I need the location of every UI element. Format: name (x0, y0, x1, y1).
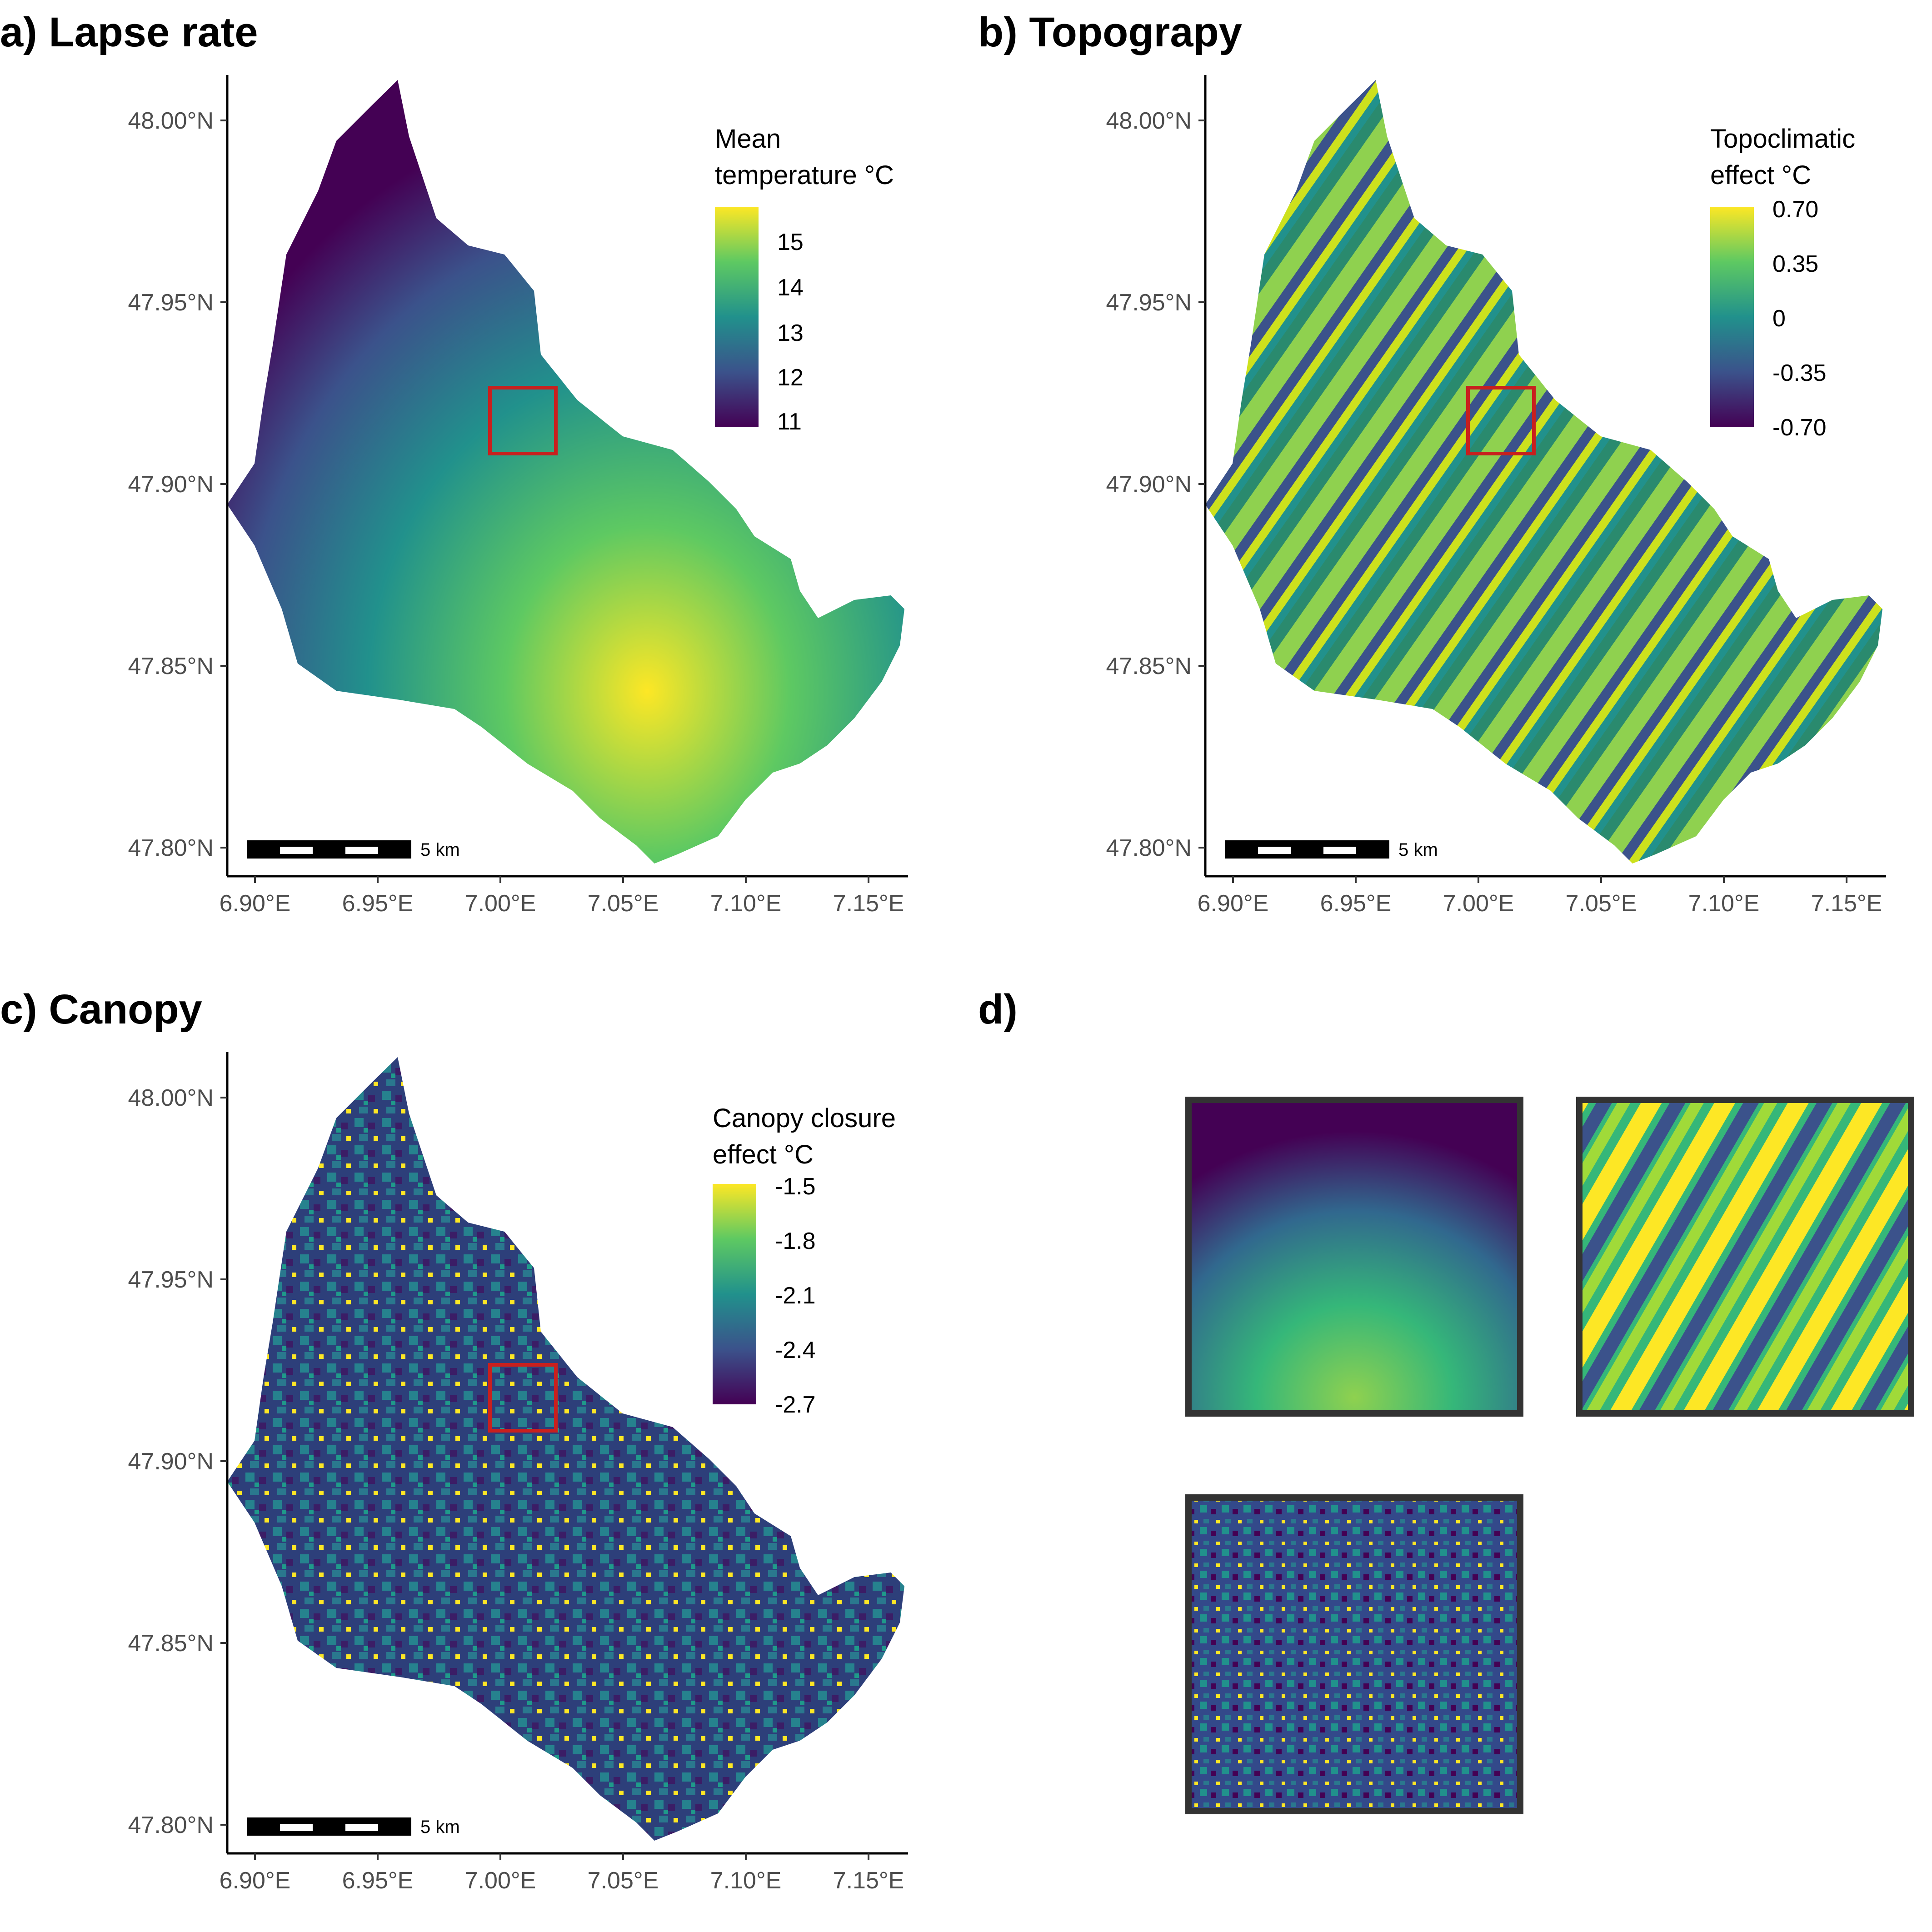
panel-b-title: b) Topograpy (978, 9, 1242, 55)
panel-a-colorbar (715, 207, 759, 427)
panel-c-lon-ticks: 6.90°E 6.95°E 7.00°E 7.05°E 7.10°E 7.15°… (220, 1853, 904, 1894)
panel-d-title: d) (978, 986, 1018, 1033)
inset-lapse-rate (1185, 1097, 1523, 1417)
panel-b-lon-label: 6.95°E (1320, 890, 1392, 917)
panel-a-legend-title-line1: Mean (715, 124, 781, 154)
panel-a-lon-label: 7.05°E (588, 890, 659, 917)
panel-a-map-region (227, 80, 904, 864)
panel-a-scale-label: 5 km (420, 840, 460, 860)
panel-c-lat-label: 48.00°N (128, 1085, 214, 1111)
panel-c-lon-label: 6.90°E (220, 1867, 291, 1894)
panel-b-lat-label: 47.95°N (1106, 290, 1192, 316)
panel-b-lon-label: 7.00°E (1443, 890, 1514, 917)
panel-b-lon-label: 7.15°E (1811, 890, 1882, 917)
panel-b-map-region (1205, 80, 1882, 864)
panel-a-legend-title-line2: temperature °C (715, 160, 894, 190)
panel-a-lon-label: 6.90°E (220, 890, 291, 917)
panel-b-legend-title-line2: effect °C (1710, 160, 1811, 190)
panel-c-scale-bar: 5 km (247, 1817, 460, 1837)
panel-c-legend-label: -1.5 (775, 1173, 816, 1200)
panel-b-lon-label: 6.90°E (1198, 890, 1269, 917)
panel-a-lon-label: 7.15°E (833, 890, 904, 917)
panel-a-title: a) Lapse rate (0, 9, 258, 55)
panel-a-legend-label: 14 (777, 275, 804, 301)
panel-c-lon-label: 7.05°E (588, 1867, 659, 1894)
panel-b-legend-label: 0.35 (1772, 251, 1818, 277)
panel-c-lon-label: 7.10°E (710, 1867, 782, 1894)
panel-c-lon-label: 7.00°E (465, 1867, 536, 1894)
panel-c-lat-label: 47.85°N (128, 1630, 214, 1657)
panel-a-legend-label: 11 (777, 409, 802, 435)
panel-c-map-region (227, 1057, 904, 1841)
panel-b-legend-title-line1: Topoclimatic (1710, 124, 1855, 154)
panel-c-legend-label: -2.4 (775, 1337, 816, 1363)
inset-topography (1576, 1097, 1914, 1417)
panel-c-legend: Canopy closure effect °C -1.5 -1.8 -2.1 … (713, 1103, 896, 1418)
panel-a-legend: Mean temperature °C 15 14 13 12 11 (715, 124, 894, 435)
panel-c-lat-label: 47.80°N (128, 1812, 214, 1838)
panel-c-lat-label: 47.90°N (128, 1448, 214, 1475)
inset-canopy (1185, 1494, 1523, 1814)
panel-c-lat-ticks: 48.00°N 47.95°N 47.90°N 47.85°N 47.80°N (128, 1085, 227, 1838)
panel-b-lat-label: 47.85°N (1106, 653, 1192, 679)
panel-a-lon-label: 7.10°E (710, 890, 782, 917)
panel-b-lon-label: 7.10°E (1688, 890, 1760, 917)
panel-a-lat-label: 47.90°N (128, 471, 214, 498)
panel-b-lat-label: 48.00°N (1106, 108, 1192, 134)
panel-a-legend-label: 15 (777, 229, 804, 255)
panel-c-scale-label: 5 km (420, 1817, 460, 1837)
panel-c-study-area-box (488, 1363, 558, 1433)
panel-a-lon-label: 6.95°E (342, 890, 414, 917)
panel-b-legend: Topoclimatic effect °C 0.70 0.35 0 -0.35… (1710, 124, 1855, 441)
panel-b-scale-label: 5 km (1398, 840, 1438, 860)
panel-c-lon-label: 6.95°E (342, 1867, 414, 1894)
panel-a-lat-label: 47.80°N (128, 835, 214, 861)
panel-c-legend-title-line1: Canopy closure (713, 1103, 896, 1133)
panel-a-legend-label: 13 (777, 320, 804, 346)
panel-b-lon-ticks: 6.90°E 6.95°E 7.00°E 7.05°E 7.10°E 7.15°… (1198, 876, 1882, 917)
panel-b-legend-label: -0.35 (1772, 360, 1827, 386)
panel-c-legend-label: -1.8 (775, 1228, 816, 1254)
panel-a-legend-label: 12 (777, 364, 804, 391)
panel-a-lat-label: 47.95°N (128, 290, 214, 316)
panel-b-scale-bar: 5 km (1225, 840, 1438, 860)
panel-d-zoom-insets: d) (978, 986, 1914, 1814)
panel-c-colorbar (713, 1184, 756, 1404)
panel-b-legend-label: -0.70 (1772, 414, 1827, 441)
panel-c-canopy: c) Canopy 48.00°N 47.95°N 47.90°N 47.85°… (0, 986, 908, 1894)
panel-b-legend-label: 0.70 (1772, 196, 1818, 223)
panel-b-lon-label: 7.05°E (1566, 890, 1637, 917)
panel-a-lat-ticks: 48.00°N 47.95°N 47.90°N 47.85°N 47.80°N (128, 108, 227, 861)
panel-b-study-area-box (1466, 386, 1536, 455)
panel-c-lat-label: 47.95°N (128, 1267, 214, 1293)
panel-a-scale-bar: 5 km (247, 840, 460, 860)
panel-a-study-area-box (488, 386, 558, 455)
panel-a-lat-label: 47.85°N (128, 653, 214, 679)
panel-c-lon-label: 7.15°E (833, 1867, 904, 1894)
panel-c-legend-label: -2.1 (775, 1283, 816, 1309)
panel-b-legend-label: 0 (1772, 305, 1786, 332)
panel-b-lat-ticks: 48.00°N 47.95°N 47.90°N 47.85°N 47.80°N (1106, 108, 1205, 861)
panel-a-lapse-rate: a) Lapse rate 48.00°N 47.95°N 47.90°N 47… (0, 9, 908, 917)
panel-b-topography: b) Topograpy 48.00°N 47.95°N 47.90°N 47.… (978, 9, 1886, 917)
panel-b-lat-label: 47.80°N (1106, 835, 1192, 861)
panel-a-lat-label: 48.00°N (128, 108, 214, 134)
panel-a-lon-label: 7.00°E (465, 890, 536, 917)
panel-c-legend-label: -2.7 (775, 1392, 816, 1418)
panel-a-lon-ticks: 6.90°E 6.95°E 7.00°E 7.05°E 7.10°E 7.15°… (220, 876, 904, 917)
panel-b-colorbar (1710, 207, 1754, 427)
panel-c-legend-title-line2: effect °C (713, 1140, 814, 1169)
panel-c-title: c) Canopy (0, 986, 202, 1033)
panel-b-lat-label: 47.90°N (1106, 471, 1192, 498)
